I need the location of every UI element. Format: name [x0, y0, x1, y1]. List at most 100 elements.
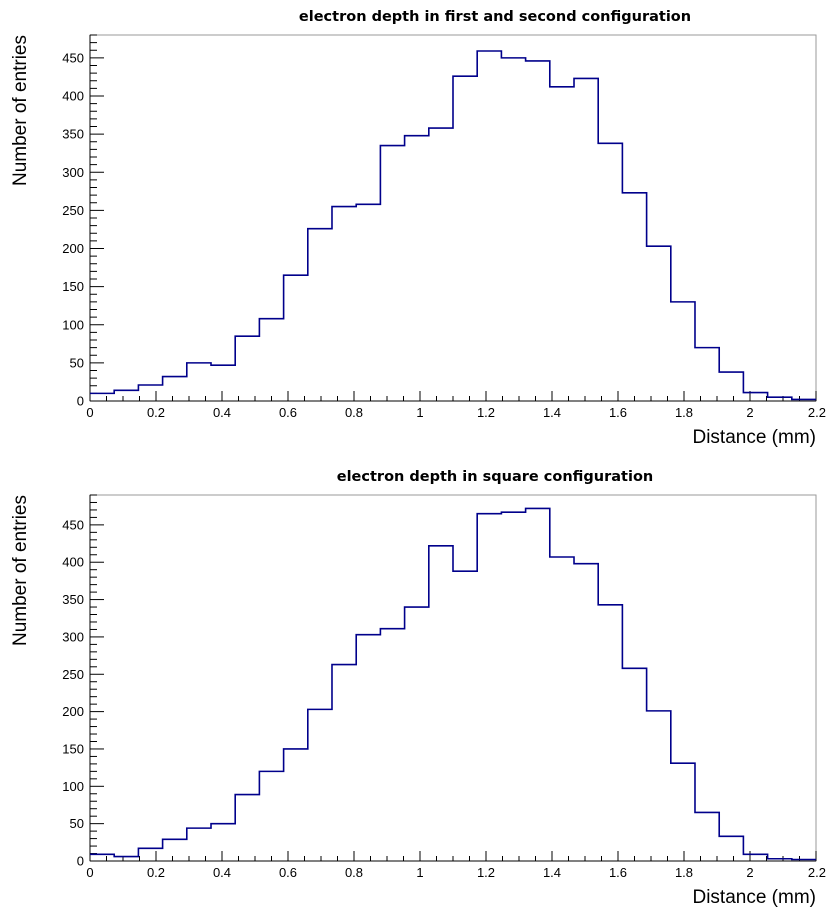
histogram-bin [598, 143, 622, 401]
histogram-bin [332, 665, 356, 861]
histogram-bin [235, 336, 259, 401]
histogram-bin [622, 193, 646, 401]
bottom-x-axis-title: Distance (mm) [692, 887, 816, 908]
bottom-y-ticks: 0 50 100 150 200 250 300 350 400 450 [62, 494, 104, 869]
histogram-bin [332, 207, 356, 401]
histogram-bin [574, 78, 598, 401]
histogram-bin [429, 546, 453, 861]
histogram-bin [114, 857, 138, 861]
y-tick-label: 50 [70, 816, 84, 831]
top-x-ticks: 0 0.2 0.4 0.6 0.8 1 1.2 1.4 1.6 1.8 2 2.2 [86, 391, 826, 420]
histogram-bin [259, 771, 283, 861]
x-tick-label: 1 [416, 865, 423, 880]
bottom-histogram-series [90, 507, 816, 861]
x-tick-label: 1.6 [609, 865, 627, 880]
top-x-axis-title: Distance (mm) [692, 427, 816, 448]
y-tick-label: 300 [62, 165, 84, 180]
histogram-bin [211, 365, 235, 401]
x-tick-label: 2 [746, 405, 753, 420]
x-tick-label: 1.4 [543, 405, 561, 420]
y-tick-label: 200 [62, 704, 84, 719]
y-tick-label: 50 [70, 355, 84, 370]
x-tick-label: 1.8 [675, 865, 693, 880]
x-tick-label: 1.2 [477, 405, 495, 420]
histogram-bin [138, 848, 162, 861]
y-tick-label: 200 [62, 241, 84, 256]
histogram-bin [574, 564, 598, 861]
histogram-bin [743, 854, 767, 861]
histogram-bin [308, 229, 332, 401]
histogram-bin [356, 635, 380, 861]
x-tick-label: 0.6 [279, 405, 297, 420]
x-tick-label: 0.2 [147, 865, 165, 880]
bottom-y-axis-title: Number of entries [10, 495, 31, 646]
histogram-bin [138, 385, 162, 401]
histogram-bin [743, 393, 767, 401]
histogram-bin [284, 275, 308, 401]
histogram-bin [163, 839, 187, 861]
histogram-bin [550, 87, 574, 401]
x-tick-label: 0.8 [345, 865, 363, 880]
histogram-bin [550, 557, 574, 861]
histogram-bin [308, 709, 332, 861]
y-tick-label: 150 [62, 279, 84, 294]
histogram-bin [453, 571, 477, 861]
x-tick-label: 2 [746, 865, 753, 880]
histogram-bin [90, 854, 114, 861]
top-chart-title: electron depth in first and second confi… [299, 9, 691, 25]
histogram-bin [526, 508, 550, 861]
histogram-bins [90, 508, 816, 861]
histogram-bin [380, 629, 404, 861]
histogram-bin [90, 393, 114, 401]
x-tick-label: 1 [416, 405, 423, 420]
histogram-bin [477, 51, 501, 401]
histogram-bins [90, 51, 816, 401]
y-tick-label: 300 [62, 629, 84, 644]
y-tick-label: 350 [62, 592, 84, 607]
x-tick-label: 0.4 [213, 405, 231, 420]
top-histogram-panel: electron depth in first and second confi… [10, 9, 826, 448]
histogram-bin [453, 76, 477, 401]
y-tick-label: 350 [62, 127, 84, 142]
x-tick-label: 0.2 [147, 405, 165, 420]
y-tick-label: 150 [62, 741, 84, 756]
x-tick-label: 1.4 [543, 865, 561, 880]
histogram-bin [163, 377, 187, 401]
histogram-bin [695, 348, 719, 401]
y-tick-label: 250 [62, 667, 84, 682]
x-tick-label: 2.2 [808, 405, 826, 420]
top-histogram-series [90, 50, 816, 401]
y-tick-label: 0 [77, 854, 84, 869]
x-tick-label: 0.4 [213, 865, 231, 880]
histogram-bin [405, 136, 429, 401]
x-tick-label: 0.8 [345, 405, 363, 420]
histogram-bin [429, 128, 453, 401]
histogram-bin [598, 605, 622, 861]
y-tick-label: 100 [62, 317, 84, 332]
histogram-bin [501, 512, 525, 861]
histogram-bin [526, 61, 550, 401]
histogram-bin [792, 399, 816, 401]
histogram-bin [768, 859, 792, 861]
histogram-bin [259, 319, 283, 401]
top-y-axis-title: Number of entries [10, 35, 31, 186]
x-tick-label: 1.2 [477, 865, 495, 880]
y-tick-label: 250 [62, 203, 84, 218]
histogram-bin [211, 824, 235, 861]
histogram-bin [647, 711, 671, 861]
y-tick-label: 0 [77, 394, 84, 409]
histogram-bin [356, 204, 380, 401]
histogram-bin [405, 607, 429, 861]
bottom-chart-title: electron depth in square configuration [337, 469, 654, 485]
x-tick-label: 0 [86, 865, 93, 880]
histogram-bin [719, 372, 743, 401]
y-tick-label: 400 [62, 89, 84, 104]
bottom-x-ticks: 0 0.2 0.4 0.6 0.8 1 1.2 1.4 1.6 1.8 2 2.2 [86, 851, 826, 880]
bottom-histogram-panel: electron depth in square configuration 0… [10, 469, 826, 908]
histogram-bin [671, 763, 695, 861]
histogram-bin [647, 246, 671, 401]
histogram-bin [284, 749, 308, 861]
x-tick-label: 1.8 [675, 405, 693, 420]
y-tick-label: 100 [62, 779, 84, 794]
